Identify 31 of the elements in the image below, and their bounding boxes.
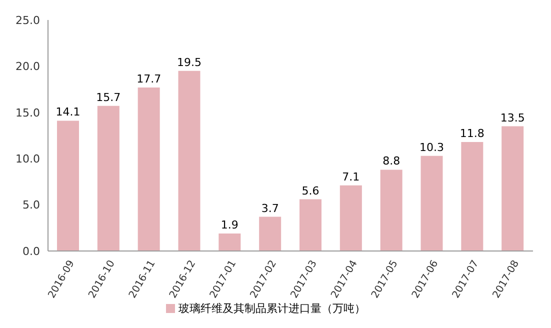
data-label: 14.1 (56, 106, 80, 119)
data-label: 1.9 (220, 218, 238, 232)
bar (218, 233, 241, 251)
data-label: 3.7 (261, 202, 279, 215)
bar (138, 87, 160, 251)
bar (380, 170, 402, 251)
bar (461, 142, 484, 251)
bar (300, 199, 322, 251)
data-label: 10.3 (420, 140, 444, 154)
data-label: 7.1 (342, 170, 360, 184)
y-tick-label: 15.0 (16, 106, 40, 120)
bar (340, 185, 362, 251)
y-tick-label: 5.0 (22, 198, 40, 212)
bar (97, 106, 120, 251)
data-label: 13.5 (500, 111, 525, 124)
data-label: 8.8 (382, 154, 400, 168)
bar (420, 156, 443, 251)
bar (502, 126, 524, 251)
y-tick-label: 0.0 (22, 244, 40, 258)
y-tick-label: 25.0 (16, 14, 40, 27)
y-tick-label: 20.0 (16, 60, 40, 74)
bar (57, 120, 79, 251)
y-tick-label: 10.0 (16, 152, 40, 166)
legend-label: 玻璃纤维及其制品累计进口量（万吨） (178, 302, 366, 315)
data-label: 11.8 (460, 126, 484, 140)
data-label: 17.7 (136, 72, 162, 86)
data-label: 19.5 (177, 56, 202, 69)
bar (259, 216, 282, 251)
data-label: 5.6 (302, 184, 320, 198)
bar (178, 70, 200, 251)
data-label: 15.7 (96, 90, 121, 104)
